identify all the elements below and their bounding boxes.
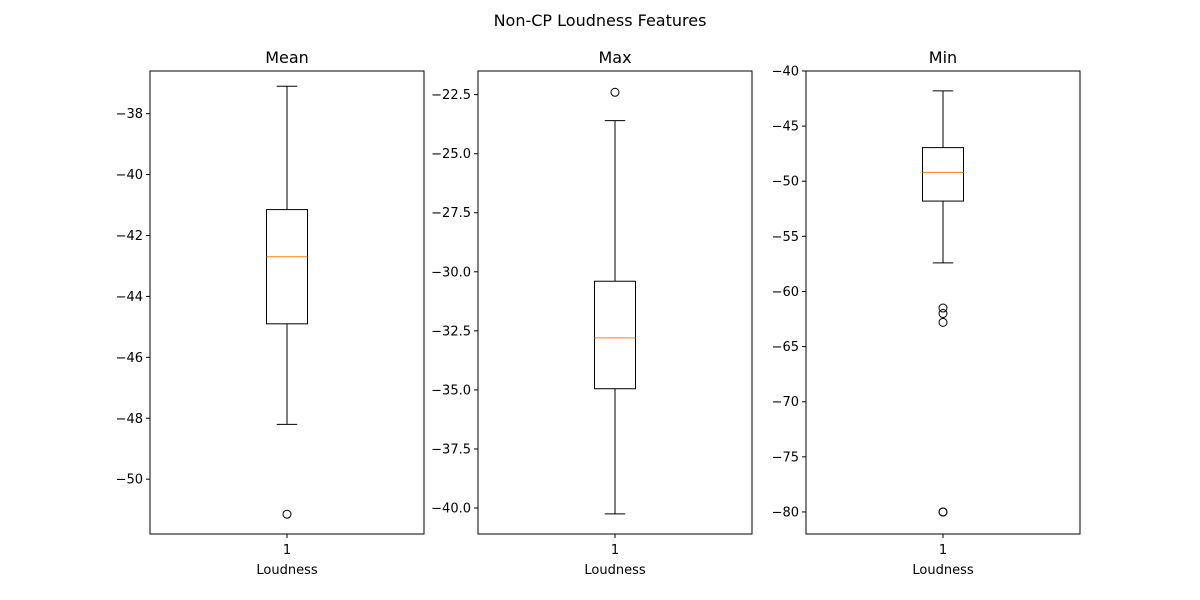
panel-max-ytick-label: −37.5: [431, 442, 471, 457]
panel-max-ytick-label: −27.5: [431, 206, 471, 221]
panel-max-box: [594, 280, 636, 390]
panel-mean-box: [266, 209, 308, 325]
panels: −50−48−46−44−42−40−381LoudnessMean−40.0−…: [116, 48, 1081, 578]
panel-min-ytick-label: −55: [772, 230, 799, 245]
panel-min: −80 −75 −70 −65 −60 −55 −50 −45 −40 1 Loudness Min: [772, 48, 1081, 578]
panel-min-ytick-label: −70: [772, 395, 799, 410]
panel-mean-ytick-label: −46: [116, 351, 143, 366]
panel-min-ytick-label: −80: [772, 505, 799, 520]
panel-min-xtick-label: 1: [939, 543, 947, 558]
panel-mean-ytick-label: −48: [116, 412, 143, 427]
panel-mean-ytick-label: −42: [116, 229, 143, 244]
panel-max-title: Max: [598, 48, 631, 67]
panel-max-ytick-label: −22.5: [431, 88, 471, 103]
panel-max-ytick-label: −30.0: [431, 265, 471, 280]
panel-mean-ytick-label: −38: [116, 107, 143, 122]
panel-min-ytick-label: −75: [772, 450, 799, 465]
panel-mean: −50 −48 −46 −44 −42 −40 −38 1 Loudness Mean: [116, 48, 425, 578]
figure-title: Non-CP Loudness Features: [494, 11, 707, 30]
panel-min-ytick-label: −40: [772, 65, 799, 80]
panel-mean-outlier-point: [282, 509, 292, 519]
panel-mean-title: Mean: [265, 48, 309, 67]
panel-mean-ytick-label: −44: [116, 290, 143, 305]
panel-min-outlier-point: [938, 317, 948, 327]
panel-max-outlier-point: [610, 87, 620, 97]
panel-min-ytick-label: −45: [772, 120, 799, 135]
panel-min-title: Min: [929, 48, 957, 67]
panel-max-xlabel: Loudness: [584, 563, 645, 578]
panel-max-ytick-label: −32.5: [431, 324, 471, 339]
panel-max-ytick-label: −25.0: [431, 147, 471, 162]
panel-mean-ytick-label: −40: [116, 168, 143, 183]
panel-max-ytick-label: −40.0: [431, 502, 471, 517]
panel-min-outlier-point: [938, 303, 948, 313]
panel-min-ytick-label: −60: [772, 285, 799, 300]
panel-min-outlier-point: [938, 507, 948, 517]
panel-mean-xlabel: Loudness: [256, 563, 317, 578]
panel-min-ytick-label: −50: [772, 175, 799, 190]
panel-max-xtick-label: 1: [611, 543, 619, 558]
panel-min-ytick-label: −65: [772, 340, 799, 355]
panel-min-outlier-point: [938, 309, 948, 319]
panel-max-ytick-label: −35.0: [431, 383, 471, 398]
panel-min-xlabel: Loudness: [912, 563, 973, 578]
panel-max: −40.0 −37.5 −35.0 −32.5 −30.0 −27.5 −25.0 −22.5…: [431, 48, 753, 578]
panel-min-box: [922, 147, 964, 202]
panel-mean-ytick-label: −50: [116, 473, 143, 488]
panel-mean-xtick-label: 1: [283, 543, 291, 558]
